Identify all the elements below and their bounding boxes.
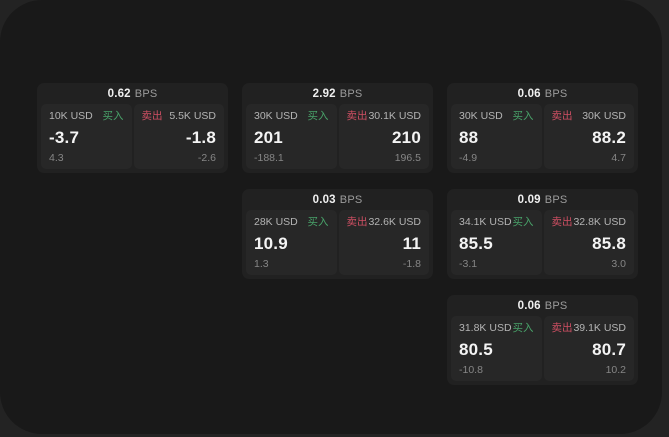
sell-delta: 3.0 <box>611 258 626 270</box>
buy-price: 201 <box>254 127 283 147</box>
spread-value: 0.62 <box>107 87 131 100</box>
bps-unit-label: BPS <box>134 87 158 100</box>
buy-label: 买入 <box>307 110 329 122</box>
buy-label: 买入 <box>307 216 329 228</box>
spread-header: 2.92 BPS <box>242 83 433 104</box>
bps-unit-label: BPS <box>544 87 568 100</box>
bid-ask-panels: 30K USD 买入 88 -4.9 卖出 30K USD 88.2 4.7 <box>447 104 638 173</box>
buy-price: 85.5 <box>459 233 493 253</box>
buy-amount: 30K USD <box>254 110 298 122</box>
sell-price: 11 <box>402 233 421 253</box>
quote-card: 0.06 BPS 31.8K USD 买入 80.5 -10.8 卖出 39.1… <box>447 295 638 385</box>
spread-header: 0.06 BPS <box>447 295 638 316</box>
buy-amount: 34.1K USD <box>459 216 512 228</box>
spread-header: 0.06 BPS <box>447 83 638 104</box>
buy-delta: -10.8 <box>459 364 483 376</box>
sell-amount: 30K USD <box>582 110 626 122</box>
sell-delta: -1.8 <box>402 258 421 270</box>
spread-value: 0.06 <box>517 87 541 100</box>
buy-delta: -4.9 <box>459 152 478 164</box>
bid-ask-panels: 28K USD 买入 10.9 1.3 卖出 32.6K USD 11 -1.8 <box>242 210 433 279</box>
bid-ask-panels: 31.8K USD 买入 80.5 -10.8 卖出 39.1K USD 80.… <box>447 316 638 385</box>
quote-card: 0.62 BPS 10K USD 买入 -3.7 4.3 卖出 5.5K USD <box>37 83 228 173</box>
spread-value: 0.09 <box>517 193 541 206</box>
buy-panel[interactable]: 28K USD 买入 10.9 1.3 <box>246 210 337 275</box>
buy-label: 买入 <box>512 216 534 228</box>
buy-price: 10.9 <box>254 233 288 253</box>
sell-label: 卖出 <box>346 110 368 122</box>
sell-amount: 32.6K USD <box>368 216 421 228</box>
quote-card: 0.03 BPS 28K USD 买入 10.9 1.3 卖出 32.6K US… <box>242 189 433 279</box>
buy-panel[interactable]: 34.1K USD 买入 85.5 -3.1 <box>451 210 542 275</box>
buy-panel[interactable]: 10K USD 买入 -3.7 4.3 <box>41 104 132 169</box>
sell-label: 卖出 <box>551 322 573 334</box>
sell-amount: 30.1K USD <box>368 110 421 122</box>
buy-amount: 30K USD <box>459 110 503 122</box>
buy-amount: 10K USD <box>49 110 93 122</box>
sell-price: 85.8 <box>592 233 626 253</box>
bid-ask-panels: 10K USD 买入 -3.7 4.3 卖出 5.5K USD -1.8 -2.… <box>37 104 228 173</box>
buy-delta: 1.3 <box>254 258 269 270</box>
sell-delta: 4.7 <box>611 152 626 164</box>
bps-unit-label: BPS <box>339 87 363 100</box>
quote-grid: 0.62 BPS 10K USD 买入 -3.7 4.3 卖出 5.5K USD <box>37 83 638 385</box>
sell-price: 80.7 <box>592 339 626 359</box>
buy-delta: 4.3 <box>49 152 64 164</box>
spread-value: 2.92 <box>312 87 336 100</box>
sell-delta: 10.2 <box>605 364 626 376</box>
buy-label: 买入 <box>102 110 124 122</box>
spread-value: 0.06 <box>517 299 541 312</box>
bps-unit-label: BPS <box>339 193 363 206</box>
buy-amount: 31.8K USD <box>459 322 512 334</box>
sell-panel[interactable]: 卖出 32.6K USD 11 -1.8 <box>338 210 429 275</box>
sell-amount: 32.8K USD <box>573 216 626 228</box>
quote-card: 0.06 BPS 30K USD 买入 88 -4.9 卖出 30K USD <box>447 83 638 173</box>
sell-label: 卖出 <box>141 110 163 122</box>
sell-label: 卖出 <box>346 216 368 228</box>
sell-price: 88.2 <box>592 127 626 147</box>
buy-label: 买入 <box>512 110 534 122</box>
buy-price: 80.5 <box>459 339 493 359</box>
spread-header: 0.62 BPS <box>37 83 228 104</box>
sell-panel[interactable]: 卖出 30K USD 88.2 4.7 <box>543 104 634 169</box>
spread-header: 0.09 BPS <box>447 189 638 210</box>
buy-amount: 28K USD <box>254 216 298 228</box>
sell-panel[interactable]: 卖出 5.5K USD -1.8 -2.6 <box>133 104 224 169</box>
sell-label: 卖出 <box>551 216 573 228</box>
sell-delta: 196.5 <box>394 152 421 164</box>
sell-price: 210 <box>392 127 421 147</box>
buy-price: 88 <box>459 127 479 147</box>
sell-panel[interactable]: 卖出 39.1K USD 80.7 10.2 <box>543 316 634 381</box>
quote-card: 0.09 BPS 34.1K USD 买入 85.5 -3.1 卖出 32.8K… <box>447 189 638 279</box>
buy-panel[interactable]: 30K USD 买入 201 -188.1 <box>246 104 337 169</box>
bps-unit-label: BPS <box>544 193 568 206</box>
bid-ask-panels: 34.1K USD 买入 85.5 -3.1 卖出 32.8K USD 85.8… <box>447 210 638 279</box>
bps-unit-label: BPS <box>544 299 568 312</box>
quote-card: 2.92 BPS 30K USD 买入 201 -188.1 卖出 30.1K … <box>242 83 433 173</box>
spread-value: 0.03 <box>312 193 336 206</box>
buy-delta: -188.1 <box>254 152 284 164</box>
sell-price: -1.8 <box>185 127 216 147</box>
sell-panel[interactable]: 卖出 32.8K USD 85.8 3.0 <box>543 210 634 275</box>
sell-label: 卖出 <box>551 110 573 122</box>
buy-label: 买入 <box>512 322 534 334</box>
sell-delta: -2.6 <box>197 152 216 164</box>
bid-ask-panels: 30K USD 买入 201 -188.1 卖出 30.1K USD 210 1… <box>242 104 433 173</box>
buy-panel[interactable]: 31.8K USD 买入 80.5 -10.8 <box>451 316 542 381</box>
sell-amount: 39.1K USD <box>573 322 626 334</box>
buy-panel[interactable]: 30K USD 买入 88 -4.9 <box>451 104 542 169</box>
buy-delta: -3.1 <box>459 258 478 270</box>
buy-price: -3.7 <box>49 127 80 147</box>
sell-panel[interactable]: 卖出 30.1K USD 210 196.5 <box>338 104 429 169</box>
spread-header: 0.03 BPS <box>242 189 433 210</box>
sell-amount: 5.5K USD <box>169 110 216 122</box>
